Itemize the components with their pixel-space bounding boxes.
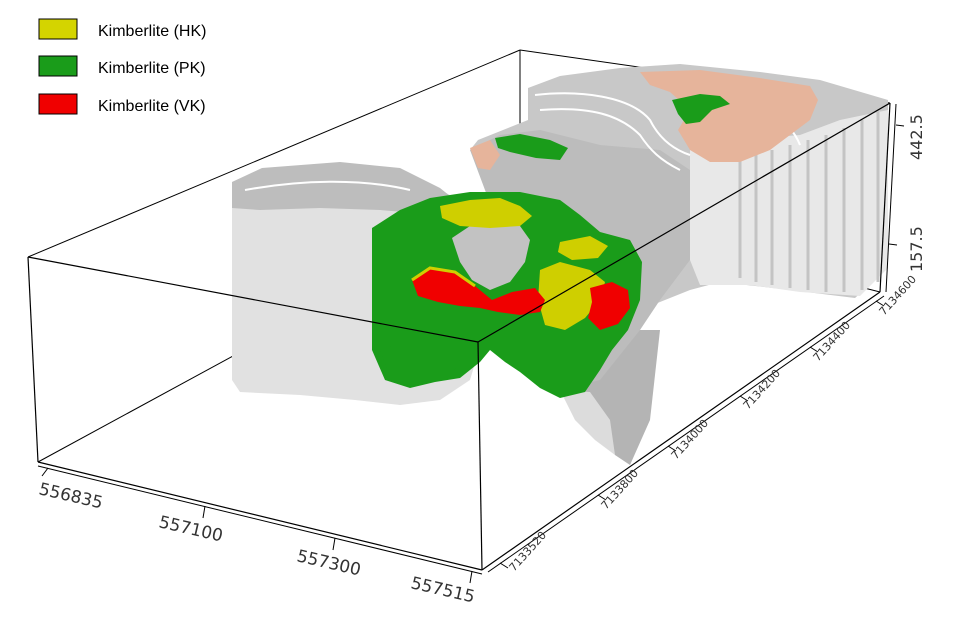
y-tick-label: 7134000 bbox=[669, 417, 711, 462]
y-tick-label: 7134600 bbox=[877, 273, 919, 318]
pk-void bbox=[452, 222, 530, 290]
vk-body[interactable] bbox=[412, 268, 545, 315]
legend-item-hk: Kimberlite (HK) bbox=[38, 18, 206, 40]
y-tick-label: 7133520 bbox=[507, 529, 549, 574]
hk-patch-upper[interactable] bbox=[440, 198, 532, 228]
rock-lower-keel-light bbox=[560, 390, 615, 455]
rock-left-top bbox=[232, 162, 470, 215]
pk-top-patches bbox=[495, 94, 730, 160]
box-front-edges bbox=[27, 102, 891, 571]
legend-item-pk: Kimberlite (PK) bbox=[38, 55, 206, 77]
pk-lower-lobe-right[interactable] bbox=[520, 335, 600, 395]
legend: Kimberlite (HK) Kimberlite (PK) Kimberli… bbox=[38, 18, 206, 115]
z-tick-label: 157.5 bbox=[907, 226, 926, 272]
legend-label-pk: Kimberlite (PK) bbox=[98, 60, 206, 77]
legend-label-vk: Kimberlite (VK) bbox=[98, 98, 206, 115]
hk-patch-right-top[interactable] bbox=[558, 236, 608, 260]
pk-lower-lobe-left[interactable] bbox=[380, 340, 460, 385]
kimberlite-pipe bbox=[372, 192, 642, 398]
z-axis bbox=[885, 103, 905, 293]
rock-lower-keel bbox=[560, 330, 660, 465]
rock-stripes bbox=[738, 112, 880, 292]
x-axis-ticks: 556835 557100 557300 557515 bbox=[37, 479, 477, 607]
hk-rim bbox=[411, 266, 476, 288]
vk-body-right[interactable] bbox=[588, 282, 630, 330]
legend-swatch-hk bbox=[38, 18, 78, 40]
x-tick-label: 557300 bbox=[295, 546, 363, 580]
legend-swatch-vk bbox=[38, 93, 78, 115]
legend-item-vk: Kimberlite (VK) bbox=[38, 93, 206, 115]
overburden-top-right bbox=[640, 70, 818, 162]
legend-swatch-pk bbox=[38, 55, 78, 77]
x-axis bbox=[37, 465, 483, 584]
legend-label-hk: Kimberlite (HK) bbox=[98, 23, 206, 40]
overburden bbox=[470, 70, 818, 170]
z-tick-label: 442.5 bbox=[907, 114, 926, 160]
y-tick-label: 7134200 bbox=[741, 367, 783, 412]
x-tick-label: 557515 bbox=[409, 573, 477, 607]
x-tick-label: 556835 bbox=[37, 479, 105, 513]
hk-patch-center[interactable] bbox=[538, 262, 605, 330]
z-axis-ticks: 157.5 442.5 bbox=[907, 114, 926, 272]
y-axis bbox=[487, 295, 885, 573]
x-tick-label: 557100 bbox=[157, 512, 225, 546]
overburden-top-left bbox=[470, 140, 500, 170]
